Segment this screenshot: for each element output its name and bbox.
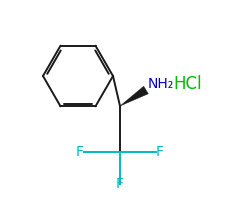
Text: HCl: HCl	[174, 75, 202, 93]
Text: F: F	[156, 145, 164, 159]
Text: F: F	[116, 177, 124, 191]
Polygon shape	[120, 86, 148, 106]
Text: NH₂: NH₂	[148, 77, 174, 91]
Text: F: F	[76, 145, 84, 159]
